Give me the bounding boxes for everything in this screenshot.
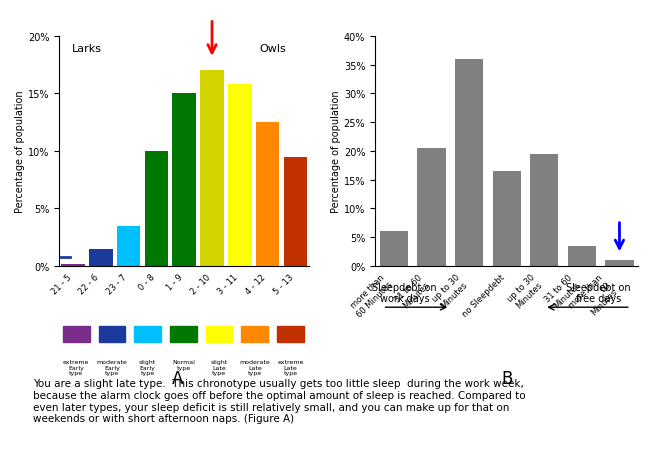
Text: Larks: Larks xyxy=(72,44,102,54)
Text: moderate
Late
type: moderate Late type xyxy=(240,359,270,375)
Bar xyxy=(200,71,224,266)
Y-axis label: Percentage of population: Percentage of population xyxy=(15,90,25,213)
Text: Owls: Owls xyxy=(259,44,286,54)
Text: extreme
Late
type: extreme Late type xyxy=(277,359,304,375)
Text: slight
Late
type: slight Late type xyxy=(211,359,228,375)
Text: Sleepdebt on
free days: Sleepdebt on free days xyxy=(567,282,631,304)
Text: You are a slight late type.  This chronotype usually gets too little sleep  duri: You are a slight late type. This chronot… xyxy=(33,379,526,423)
Text: B: B xyxy=(501,369,513,387)
Bar xyxy=(455,60,483,266)
Bar xyxy=(284,157,307,266)
Bar xyxy=(145,151,168,266)
Text: moderate
Early
type: moderate Early type xyxy=(97,359,127,375)
Text: A: A xyxy=(172,369,184,387)
Bar xyxy=(380,232,408,266)
Text: extreme
Early
type: extreme Early type xyxy=(63,359,89,375)
Bar xyxy=(568,246,596,266)
Bar xyxy=(256,123,280,266)
Y-axis label: Percentage of population: Percentage of population xyxy=(331,90,341,213)
Bar xyxy=(117,226,141,266)
Bar xyxy=(89,249,113,266)
Bar xyxy=(417,149,445,266)
Bar xyxy=(493,172,520,266)
Text: slight
Early
type: slight Early type xyxy=(139,359,156,375)
Bar xyxy=(228,85,251,266)
Bar xyxy=(530,154,559,266)
Text: Normal
type: Normal type xyxy=(172,359,195,369)
Bar xyxy=(605,261,634,266)
Bar xyxy=(61,264,85,266)
Bar xyxy=(172,94,196,266)
Text: Sleepdebt on
work days: Sleepdebt on work days xyxy=(372,282,437,304)
